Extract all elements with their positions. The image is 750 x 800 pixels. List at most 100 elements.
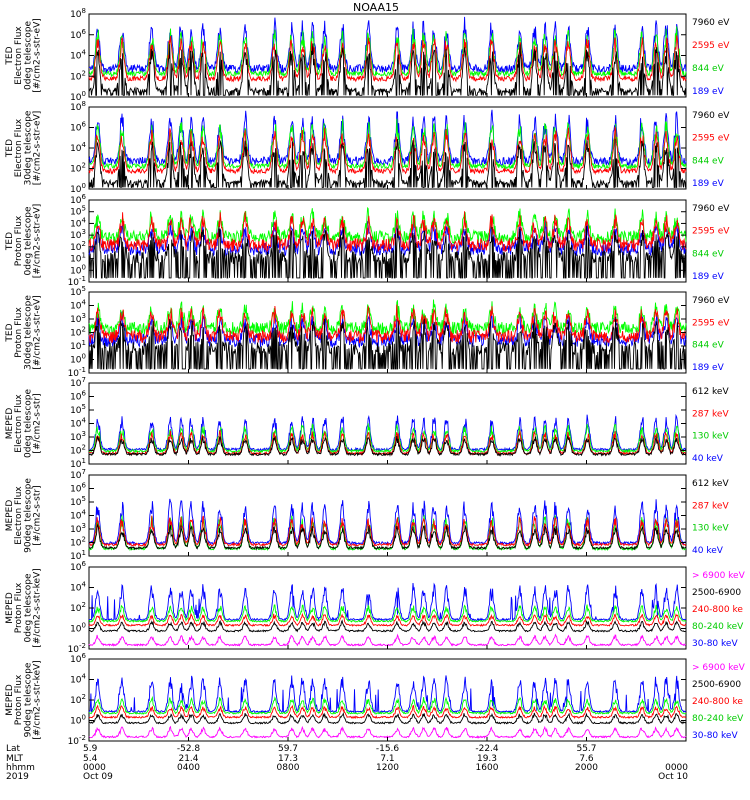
- y-tick-label: 103: [70, 522, 86, 535]
- x-tick-label: 0000: [83, 763, 106, 773]
- x-tick-label: 5.4: [83, 754, 98, 764]
- y-tick-label: 105: [70, 495, 86, 508]
- series-line: [88, 523, 687, 551]
- legend-entry: 189 eV: [692, 87, 725, 97]
- y-axis-label: MEPEDElectron Flux0deg telescope[#/cm2-s…: [5, 389, 43, 459]
- legend-entry: 80-240 keV: [692, 714, 744, 724]
- y-tick-label: 10-1: [68, 275, 86, 288]
- series-line: [88, 16, 687, 75]
- y-tick-label: 106: [70, 560, 86, 573]
- series-line: [88, 118, 687, 171]
- series-line: [88, 304, 687, 344]
- y-tick-label: 104: [70, 673, 86, 686]
- legend-entry: 30-80 keV: [692, 731, 738, 741]
- x-tick-label: 2000: [575, 763, 598, 773]
- y-tick-label: 10-2: [68, 642, 86, 655]
- x-tick-label: 5.9: [83, 744, 98, 754]
- y-tick-label: 104: [70, 509, 86, 522]
- y-tick-label: 104: [70, 216, 86, 229]
- y-tick-label: 106: [70, 652, 86, 665]
- y-tick-label: 104: [70, 299, 86, 312]
- legend-entry: 7960 eV: [692, 204, 730, 214]
- series-line: [88, 138, 687, 188]
- legend-entry: 844 eV: [692, 249, 725, 259]
- y-tick-label: 105: [70, 403, 86, 416]
- series-line: [88, 704, 687, 720]
- series-line: [88, 311, 687, 349]
- x-tick-label: 19.3: [477, 754, 497, 764]
- y-tick-label: 102: [70, 536, 86, 549]
- y-tick-label: 104: [70, 141, 86, 154]
- panel-frame: [88, 658, 687, 742]
- y-tick-label: 101: [70, 252, 86, 265]
- legend-entry: > 6900 keV: [692, 663, 746, 673]
- y-tick-label: 108: [70, 7, 86, 20]
- series-line: [88, 612, 687, 627]
- panel-7: 10-2 100 102 104 106 MEPEDProton Flux0deg tel…: [5, 560, 746, 655]
- y-tick-label: 103: [70, 312, 86, 325]
- x-tick-label: Oct 10: [658, 772, 688, 782]
- series-line: [88, 43, 687, 96]
- legend-entry: 844 eV: [692, 341, 725, 351]
- y-tick-label: 104: [70, 49, 86, 62]
- x-tick-label: 55.7: [576, 744, 596, 754]
- series-line: [88, 211, 687, 253]
- y-tick-label: 10-1: [68, 366, 86, 379]
- y-tick-label: 107: [70, 376, 86, 389]
- y-axis-label: MEPEDProton Flux90deg telescope[#/cm2-s-…: [5, 660, 43, 739]
- y-tick-label: 105: [70, 285, 86, 298]
- legend-entry: 844 eV: [692, 156, 725, 166]
- x-tick-label: 7.6: [579, 754, 594, 764]
- y-tick-label: 102: [70, 444, 86, 457]
- x-row-label: MLT: [6, 754, 24, 764]
- y-tick-label: 107: [70, 468, 86, 481]
- y-tick-label: 103: [70, 228, 86, 241]
- legend-entry: 7960 eV: [692, 296, 730, 306]
- legend-entry: 240-800 ke: [692, 605, 743, 615]
- x-tick-label: -52.8: [177, 744, 201, 754]
- y-tick-label: 102: [70, 69, 86, 82]
- legend-entry: 2500-6900: [692, 680, 741, 690]
- y-tick-label: 102: [70, 693, 86, 706]
- y-axis-label: MEPEDProton Flux0deg telescope[#/cm2-s-s…: [5, 568, 43, 647]
- legend-entry: 287 keV: [692, 501, 729, 511]
- legend-entry: 2595 eV: [692, 318, 730, 328]
- y-tick-label: 101: [70, 457, 86, 470]
- series-line: [88, 35, 687, 83]
- series-line: [88, 711, 687, 725]
- y-tick-label: 104: [70, 417, 86, 430]
- legend-entry: 2595 eV: [692, 227, 730, 237]
- y-tick-label: 106: [70, 121, 86, 134]
- legend-entry: 189 eV: [692, 179, 725, 189]
- legend-entry: 612 keV: [692, 387, 729, 397]
- legend-entry: 287 keV: [692, 409, 729, 419]
- y-tick-label: 106: [70, 28, 86, 41]
- y-tick-label: 106: [70, 390, 86, 403]
- y-tick-label: 100: [70, 90, 86, 103]
- series-line: [88, 316, 686, 370]
- y-tick-label: 102: [70, 162, 86, 175]
- y-tick-label: 100: [70, 353, 86, 366]
- legend-entry: 7960 eV: [692, 18, 730, 28]
- x-tick-label: 7.1: [380, 754, 394, 764]
- legend-entry: 7960 eV: [692, 111, 730, 121]
- y-tick-label: 100: [70, 714, 86, 727]
- legend-entry: 189 eV: [692, 363, 725, 373]
- legend-entry: 130 keV: [692, 524, 729, 534]
- legend-entry: 30-80 keV: [692, 639, 738, 649]
- x-tick-label: 21.4: [178, 754, 198, 764]
- series-line: [88, 675, 687, 714]
- y-tick-label: 103: [70, 430, 86, 443]
- legend-entry: 40 keV: [692, 454, 724, 464]
- series-line: [88, 226, 687, 279]
- x-tick-label: -15.6: [376, 744, 400, 754]
- series-line: [88, 299, 687, 336]
- x-tick-label: 0800: [277, 763, 300, 773]
- legend-entry: 40 keV: [692, 546, 724, 556]
- series-line: [88, 619, 687, 633]
- series-line: [88, 695, 687, 715]
- x-tick-label: 17.3: [278, 754, 298, 764]
